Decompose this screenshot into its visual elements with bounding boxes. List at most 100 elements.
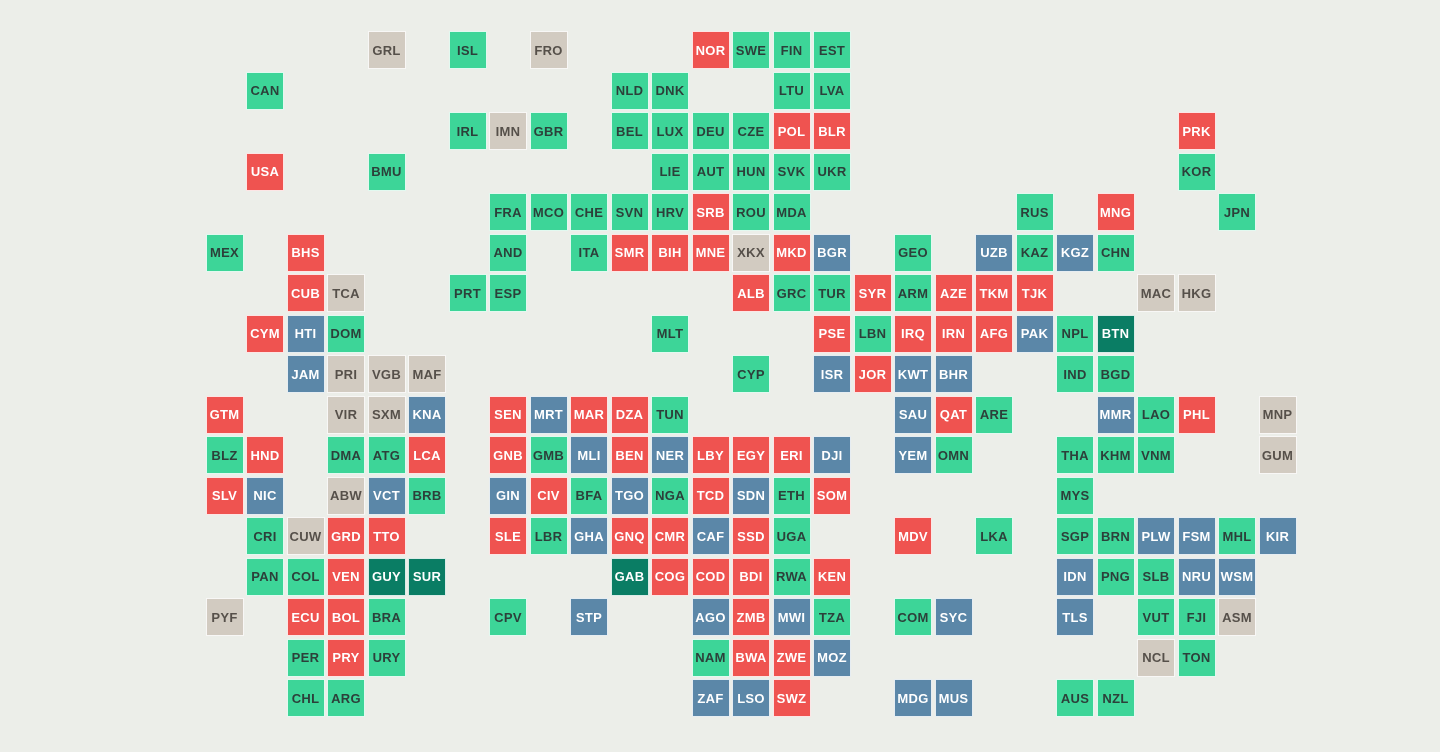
country-tile-nzl[interactable]: NZL [1096,679,1135,717]
country-tile-pyf[interactable]: PYF [205,598,244,636]
country-tile-ner[interactable]: NER [651,436,689,474]
country-tile-swe[interactable]: SWE [732,31,770,69]
country-tile-bih[interactable]: BIH [651,233,689,272]
country-tile-mwi[interactable]: MWI [772,598,811,636]
country-tile-mar[interactable]: MAR [570,395,608,434]
country-tile-ton[interactable]: TON [1177,638,1216,677]
country-tile-syc[interactable]: SYC [934,598,973,636]
country-tile-bwa[interactable]: BWA [732,638,770,677]
country-tile-mli[interactable]: MLI [570,436,608,474]
country-tile-per[interactable]: PER [286,638,325,677]
country-tile-vir[interactable]: VIR [327,395,365,434]
country-tile-brb[interactable]: BRB [408,476,446,515]
country-tile-eth[interactable]: ETH [772,476,811,515]
country-tile-tto[interactable]: TTO [367,517,406,555]
country-tile-che[interactable]: CHE [570,193,608,231]
country-tile-aus[interactable]: AUS [1056,679,1094,717]
country-tile-fin[interactable]: FIN [772,31,811,69]
country-tile-gbr[interactable]: GBR [529,112,568,150]
country-tile-aze[interactable]: AZE [934,274,973,312]
country-tile-cyp[interactable]: CYP [732,355,770,393]
country-tile-irl[interactable]: IRL [448,112,487,150]
country-tile-mne[interactable]: MNE [691,233,730,272]
country-tile-kgz[interactable]: KGZ [1056,233,1094,272]
country-tile-lux[interactable]: LUX [651,112,689,150]
country-tile-blr[interactable]: BLR [813,112,851,150]
country-tile-mex[interactable]: MEX [205,233,244,272]
country-tile-fro[interactable]: FRO [529,31,568,69]
country-tile-vgb[interactable]: VGB [367,355,406,393]
country-tile-wsm[interactable]: WSM [1218,557,1256,596]
country-tile-ven[interactable]: VEN [327,557,365,596]
country-tile-ecu[interactable]: ECU [286,598,325,636]
country-tile-mdv[interactable]: MDV [894,517,932,555]
country-tile-moz[interactable]: MOZ [813,638,851,677]
country-tile-cod[interactable]: COD [691,557,730,596]
country-tile-lka[interactable]: LKA [975,517,1013,555]
country-tile-arm[interactable]: ARM [894,274,932,312]
country-tile-tgo[interactable]: TGO [610,476,649,515]
country-tile-mnp[interactable]: MNP [1258,395,1297,434]
country-tile-sur[interactable]: SUR [408,557,446,596]
country-tile-bgr[interactable]: BGR [813,233,851,272]
country-tile-bgd[interactable]: BGD [1096,355,1135,393]
country-tile-cym[interactable]: CYM [246,314,284,353]
country-tile-grc[interactable]: GRC [772,274,811,312]
country-tile-tjk[interactable]: TJK [1015,274,1054,312]
country-tile-rus[interactable]: RUS [1015,193,1054,231]
country-tile-sau[interactable]: SAU [894,395,932,434]
country-tile-grd[interactable]: GRD [327,517,365,555]
country-tile-slv[interactable]: SLV [205,476,244,515]
country-tile-kwt[interactable]: KWT [894,355,932,393]
country-tile-cze[interactable]: CZE [732,112,770,150]
country-tile-grl[interactable]: GRL [367,31,406,69]
country-tile-mda[interactable]: MDA [772,193,811,231]
country-tile-chn[interactable]: CHN [1096,233,1135,272]
country-tile-bdi[interactable]: BDI [732,557,770,596]
country-tile-lby[interactable]: LBY [691,436,730,474]
country-tile-yem[interactable]: YEM [894,436,932,474]
country-tile-geo[interactable]: GEO [894,233,932,272]
country-tile-xkx[interactable]: XKX [732,233,770,272]
country-tile-btn[interactable]: BTN [1096,314,1135,353]
country-tile-sdn[interactable]: SDN [732,476,770,515]
country-tile-vnm[interactable]: VNM [1137,436,1175,474]
country-tile-zmb[interactable]: ZMB [732,598,770,636]
country-tile-esp[interactable]: ESP [489,274,527,312]
country-tile-lca[interactable]: LCA [408,436,446,474]
country-tile-sgp[interactable]: SGP [1056,517,1094,555]
country-tile-smr[interactable]: SMR [610,233,649,272]
country-tile-stp[interactable]: STP [570,598,608,636]
country-tile-tun[interactable]: TUN [651,395,689,434]
country-tile-civ[interactable]: CIV [529,476,568,515]
country-tile-col[interactable]: COL [286,557,325,596]
country-tile-som[interactable]: SOM [813,476,851,515]
country-tile-cuw[interactable]: CUW [286,517,325,555]
country-tile-lso[interactable]: LSO [732,679,770,717]
country-tile-ago[interactable]: AGO [691,598,730,636]
country-tile-gin[interactable]: GIN [489,476,527,515]
country-tile-dji[interactable]: DJI [813,436,851,474]
country-tile-npl[interactable]: NPL [1056,314,1094,353]
country-tile-cpv[interactable]: CPV [489,598,527,636]
country-tile-rou[interactable]: ROU [732,193,770,231]
country-tile-tha[interactable]: THA [1056,436,1094,474]
country-tile-fsm[interactable]: FSM [1177,517,1216,555]
country-tile-lva[interactable]: LVA [813,71,851,110]
country-tile-swz[interactable]: SWZ [772,679,811,717]
country-tile-svn[interactable]: SVN [610,193,649,231]
country-tile-kna[interactable]: KNA [408,395,446,434]
country-tile-ind[interactable]: IND [1056,355,1094,393]
country-tile-uga[interactable]: UGA [772,517,811,555]
country-tile-abw[interactable]: ABW [327,476,365,515]
country-tile-isr[interactable]: ISR [813,355,851,393]
country-tile-com[interactable]: COM [894,598,932,636]
country-tile-kor[interactable]: KOR [1177,152,1216,191]
country-tile-irn[interactable]: IRN [934,314,973,353]
country-tile-cog[interactable]: COG [651,557,689,596]
country-tile-srb[interactable]: SRB [691,193,730,231]
country-tile-hrv[interactable]: HRV [651,193,689,231]
country-tile-prk[interactable]: PRK [1177,112,1216,150]
country-tile-ita[interactable]: ITA [570,233,608,272]
country-tile-mac[interactable]: MAC [1137,274,1175,312]
